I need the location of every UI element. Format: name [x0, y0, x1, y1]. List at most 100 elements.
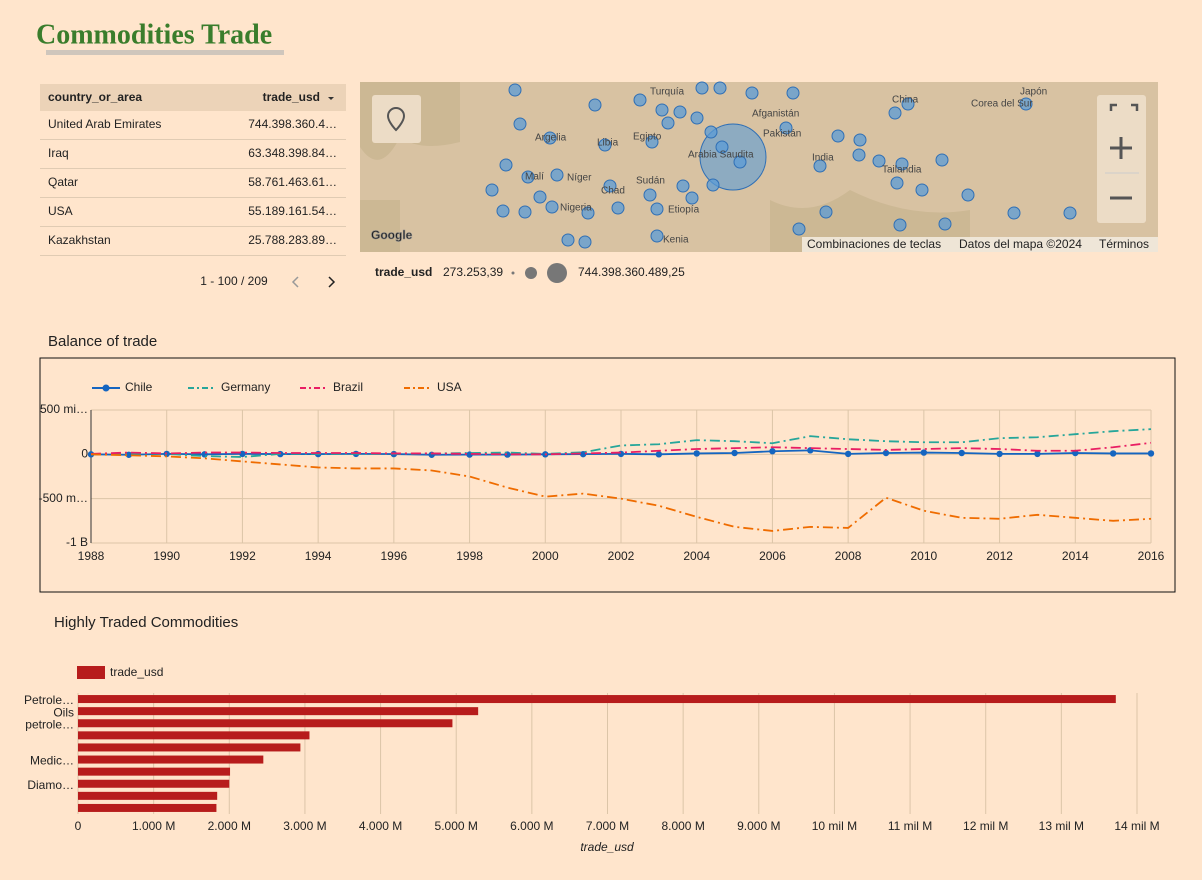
legend-swatch — [77, 666, 105, 679]
point — [693, 450, 700, 457]
x-tick-label: 7.000 M — [586, 819, 629, 833]
legend-size-dot — [525, 267, 537, 279]
map-label: Níger — [567, 173, 592, 184]
locate-icon — [386, 106, 406, 132]
legend-size-dot — [547, 263, 567, 283]
bar — [78, 731, 310, 740]
bar — [78, 767, 231, 776]
table-cell: United Arab Emirates — [48, 117, 161, 131]
x-axis-title: trade_usd — [580, 840, 634, 854]
point — [579, 450, 587, 458]
point — [1147, 450, 1155, 457]
point — [1109, 450, 1117, 457]
bar — [78, 803, 217, 812]
table-cell: USA — [48, 204, 73, 218]
sort-icon[interactable] — [328, 97, 334, 100]
x-tick-label: 2000 — [532, 549, 559, 563]
y-tick-label: Petrole… — [24, 693, 74, 707]
x-tick-label: 6.000 M — [510, 819, 553, 833]
table-cell: 63.348.398.84… — [248, 146, 337, 160]
point — [769, 448, 776, 455]
map-attribution: Datos del mapa ©2024 — [959, 237, 1082, 251]
locate-button[interactable] — [372, 95, 421, 143]
legend-label: Chile — [125, 380, 153, 394]
x-tick-label: 3.000 M — [283, 819, 326, 833]
table-cell: Qatar — [48, 175, 78, 189]
table-cell: 58.761.463.61… — [248, 175, 337, 189]
table-cell: 55.189.161.54… — [248, 204, 337, 218]
x-tick-label: 2012 — [986, 549, 1013, 563]
x-tick-label: 1.000 M — [132, 819, 175, 833]
table-cell: 744.398.360.4… — [248, 117, 337, 131]
chart-title: Highly Traded Commodities — [54, 614, 238, 631]
map-label: Pakistán — [763, 129, 801, 140]
legend-label: USA — [437, 380, 462, 394]
point — [1034, 450, 1041, 458]
x-tick-label: 2010 — [911, 549, 938, 563]
map-label: Tailandia — [882, 165, 922, 176]
x-tick-label: 1994 — [305, 549, 332, 563]
legend-label: Brazil — [333, 380, 363, 394]
legend-marker — [102, 384, 110, 392]
map-sea — [360, 82, 970, 252]
map-legend-min: 273.253,39 — [443, 265, 503, 279]
x-tick-label: 2008 — [835, 549, 862, 563]
bar — [78, 743, 301, 752]
map-label: Etiopía — [668, 205, 700, 216]
x-tick-label: 2016 — [1138, 549, 1165, 563]
y-tick-label: Oils — [53, 705, 74, 719]
x-tick-label: 12 mil M — [963, 819, 1008, 833]
map-label: Nigeria — [560, 203, 592, 214]
map-label: Corea del Sur — [971, 99, 1033, 110]
map-label: Egipto — [633, 132, 662, 143]
zoom-in[interactable] — [1110, 137, 1132, 159]
x-tick-label: 5.000 M — [435, 819, 478, 833]
chart-frame — [39, 357, 1176, 593]
legend-size-dot — [511, 271, 515, 275]
point — [882, 449, 890, 457]
column-header[interactable]: trade_usd — [263, 90, 320, 104]
map-label: Turquía — [650, 87, 685, 98]
x-tick-label: 2004 — [683, 549, 710, 563]
x-tick-label: 4.000 M — [359, 819, 402, 833]
map-label: Japón — [1020, 87, 1047, 98]
column-header[interactable]: country_or_area — [48, 90, 142, 104]
map-labels: Turquía Afganistán Pakistán India China Corea… — [525, 87, 1047, 246]
point — [731, 449, 738, 457]
map[interactable]: Turquía Afganistán Pakistán India China Corea… — [360, 81, 1158, 252]
map-legend-title: trade_usd — [375, 265, 432, 279]
next-page[interactable] — [328, 276, 336, 288]
bar — [78, 779, 230, 788]
prev-page[interactable] — [291, 276, 299, 288]
x-tick-label: 2014 — [1062, 549, 1089, 563]
map-bubbles — [485, 81, 1077, 249]
attribution-bar — [802, 237, 1158, 252]
point — [996, 450, 1003, 458]
series-line — [90, 441, 1152, 456]
y-tick-label: -500 m… — [39, 491, 88, 505]
map-logo: Google — [371, 228, 413, 242]
chart-title: Balance of trade — [48, 333, 157, 350]
bar — [78, 791, 218, 800]
map-attribution[interactable]: Términos — [1099, 237, 1149, 251]
point — [125, 451, 133, 458]
table-cell: Kazakhstan — [48, 233, 111, 247]
x-tick-label: 1990 — [153, 549, 180, 563]
fullscreen-icon[interactable] — [1109, 103, 1139, 111]
map-label: Chad — [601, 186, 625, 197]
map-attribution[interactable]: Combinaciones de teclas — [807, 237, 941, 251]
x-tick-label: 1988 — [78, 549, 105, 563]
table-cell: 25.788.283.89… — [248, 233, 337, 247]
table-cell: Iraq — [48, 146, 69, 160]
series-line — [90, 428, 1152, 458]
table: country_or_area trade_usd 1 - 100 / 209 … — [40, 84, 346, 288]
x-tick-label: 14 mil M — [1114, 819, 1159, 833]
point — [920, 449, 928, 456]
pagination: 1 - 100 / 209 — [200, 274, 268, 288]
y-tick-label: -1 B — [66, 535, 88, 549]
y-tick-label: Diamo… — [27, 778, 74, 792]
bar — [78, 707, 479, 716]
map-label: Sudán — [636, 176, 665, 187]
